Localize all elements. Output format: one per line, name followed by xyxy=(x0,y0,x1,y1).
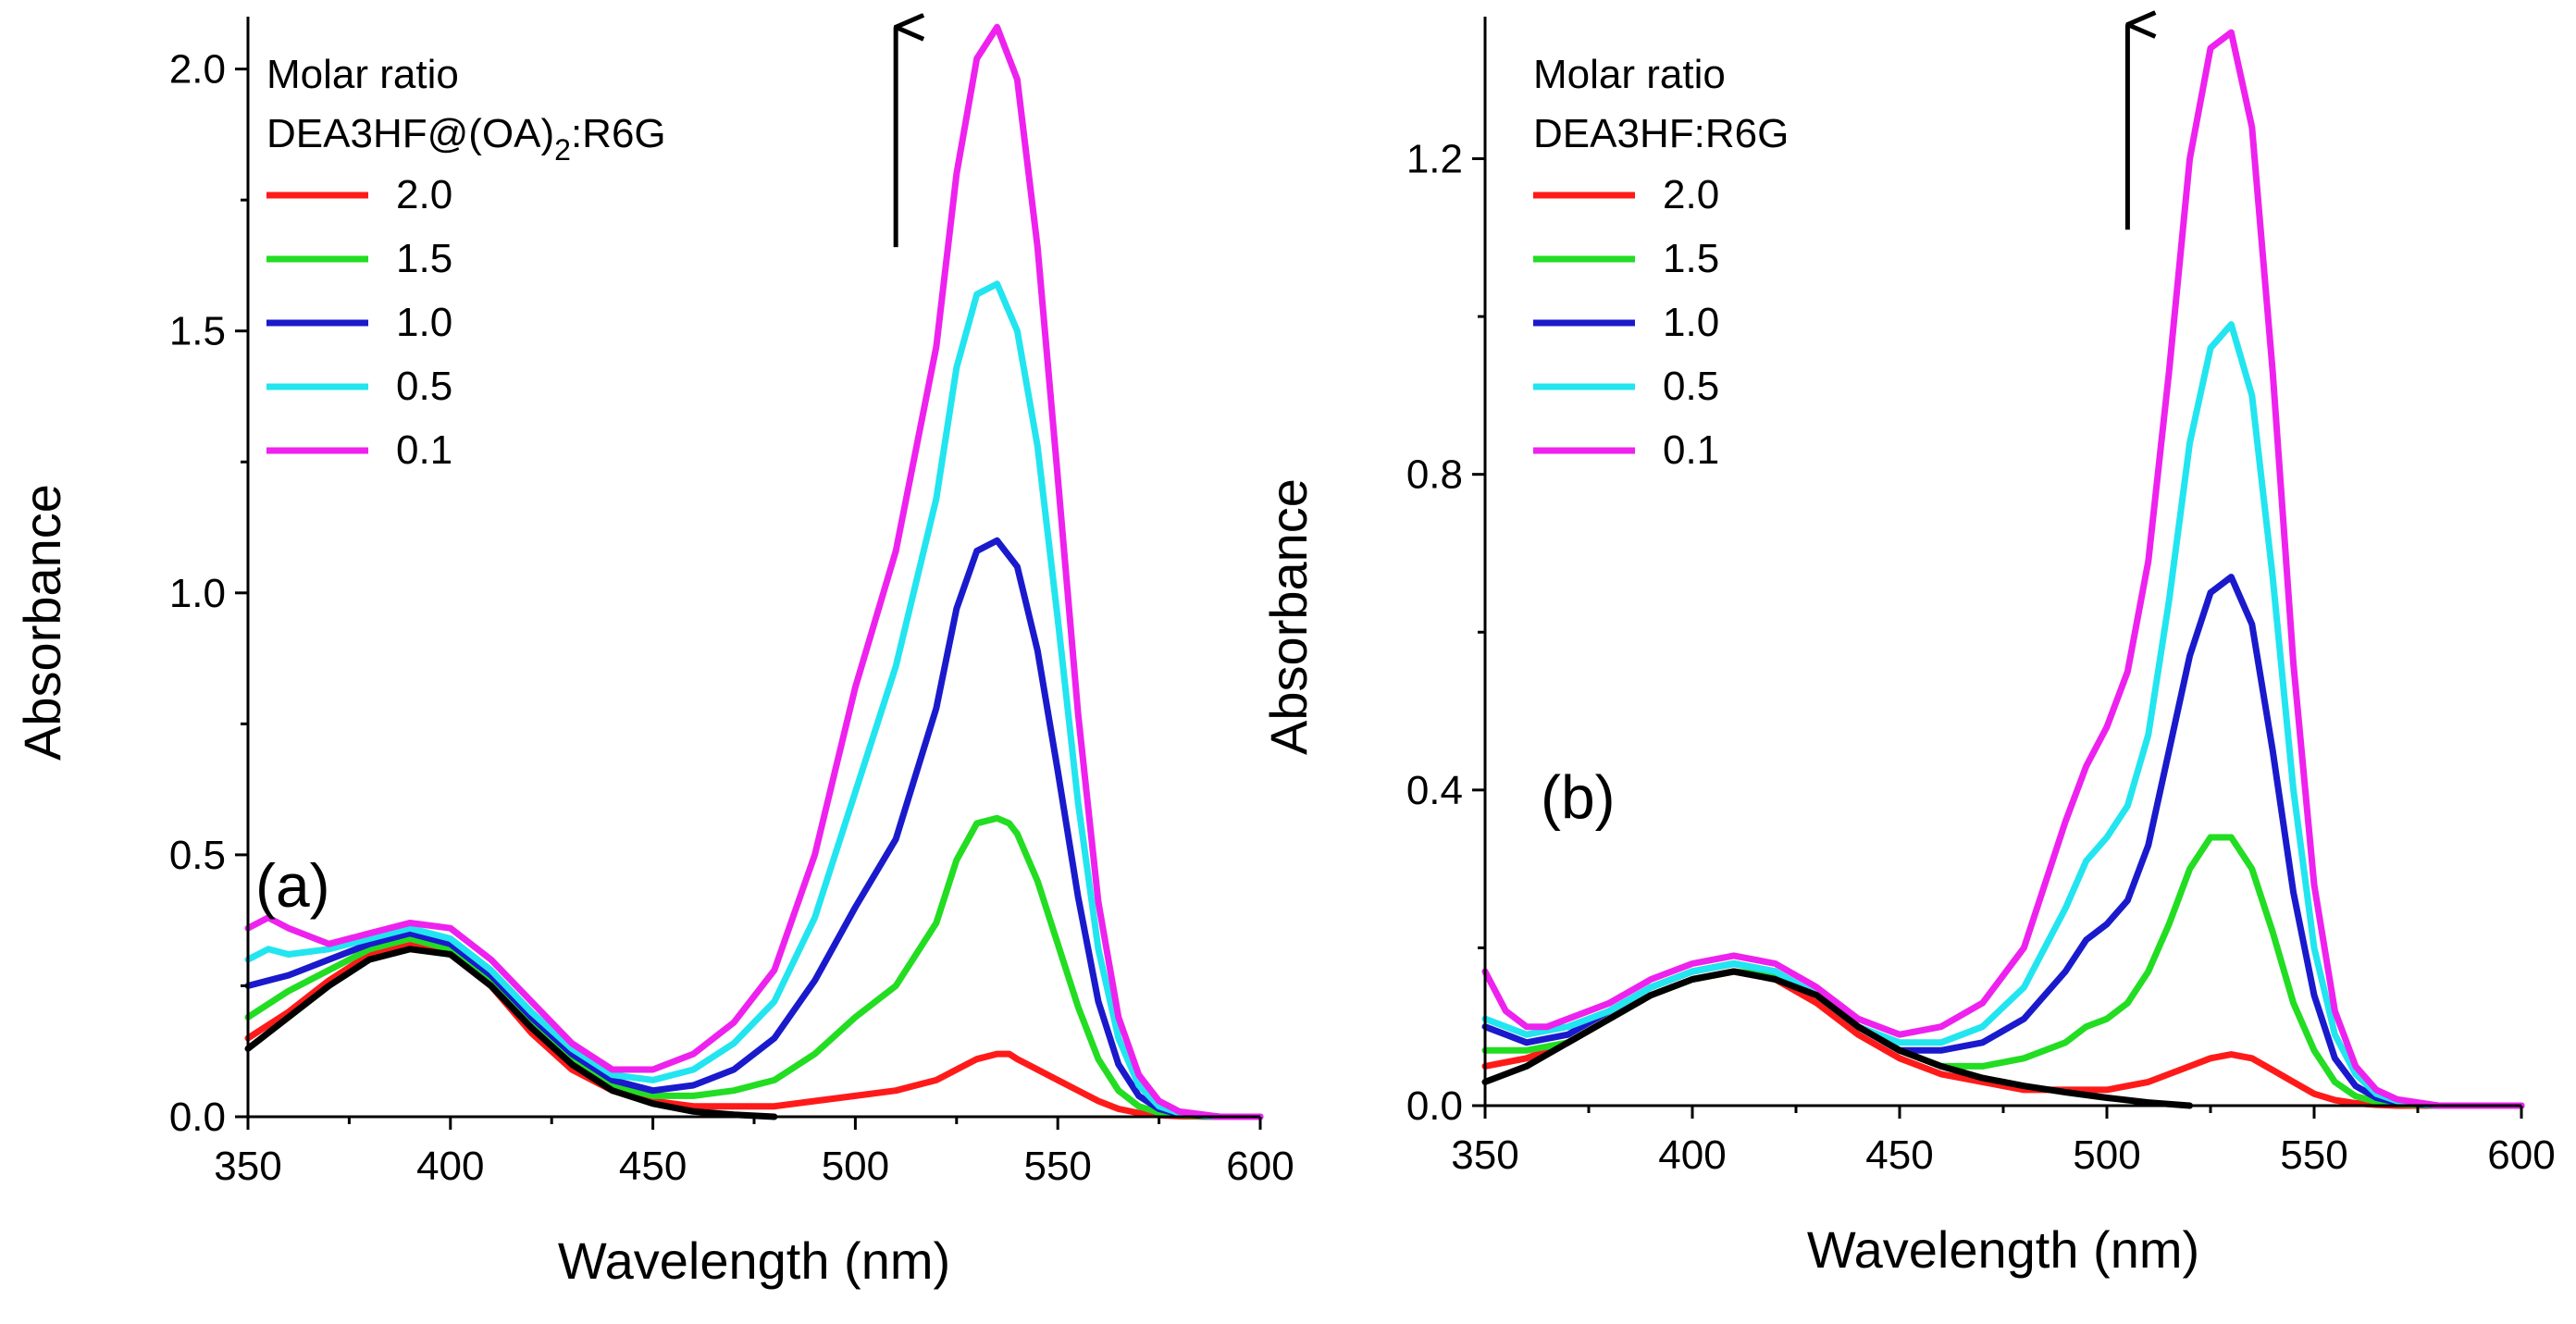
panel-label: (a) xyxy=(255,851,330,920)
legend-subtitle-tail: :R6G xyxy=(571,111,666,156)
legend-title: Molar ratio xyxy=(266,52,459,97)
legend-entry-label: 0.1 xyxy=(396,427,452,473)
x-tick-label: 500 xyxy=(2073,1132,2140,1178)
series-group xyxy=(244,23,1264,1120)
series-line-0.5 xyxy=(244,280,1264,1120)
legend-entry-label: 0.5 xyxy=(1663,364,1719,409)
legend-entry-label: 2.0 xyxy=(1663,172,1719,217)
series-line-0.1 xyxy=(244,23,1264,1120)
x-tick-label: 450 xyxy=(619,1144,687,1189)
legend-subtitle-subscript: 2 xyxy=(554,133,571,167)
series-line-reference xyxy=(244,946,778,1120)
series-line-1.5 xyxy=(244,814,1264,1120)
legend-subtitle-main: DEA3HF@(OA) xyxy=(266,111,554,156)
x-tick-label: 450 xyxy=(1865,1132,1933,1178)
panel-b: 350 400 450 500 550 600 0.0 0.4 0.8 1.2 Wavelength… xyxy=(1259,17,2556,1279)
series-line-1.0 xyxy=(1481,574,2525,1109)
x-tick-label: 550 xyxy=(1023,1144,1091,1189)
x-tick-label: 600 xyxy=(2487,1132,2555,1178)
x-tick-label: 400 xyxy=(1658,1132,1726,1178)
legend-entry-label: 0.5 xyxy=(396,364,452,409)
x-tick-label: 350 xyxy=(214,1144,281,1189)
x-tick-label: 400 xyxy=(416,1144,484,1189)
y-tick-label: 0.8 xyxy=(1406,452,1463,498)
x-tick-label: 550 xyxy=(2280,1132,2347,1178)
legend-subtitle: DEA3HF@(OA)2:R6G xyxy=(266,111,666,167)
y-tick-label: 0.0 xyxy=(169,1095,226,1140)
x-axis-title: Wavelength (nm) xyxy=(1807,1220,2199,1279)
legend: Molar ratio DEA3HF@(OA)2:R6G 2.0 1.5 1.0 0.5 0… xyxy=(266,52,666,473)
series-group xyxy=(1481,29,2525,1109)
legend-title: Molar ratio xyxy=(1533,52,1726,97)
y-axis-title: Absorbance xyxy=(13,484,71,761)
panel-label: (b) xyxy=(1541,762,1616,831)
x-tick-label: 500 xyxy=(822,1144,889,1189)
legend-entry-label: 2.0 xyxy=(396,172,452,217)
series-line-0.5 xyxy=(1481,321,2525,1109)
x-axis-title: Wavelength (nm) xyxy=(558,1231,950,1290)
legend-subtitle: DEA3HF:R6G xyxy=(1533,111,1789,156)
legend-entry-label: 1.0 xyxy=(396,300,452,345)
y-axis-title: Absorbance xyxy=(1259,478,1318,755)
y-tick-label: 1.2 xyxy=(1406,137,1463,182)
x-tick-label: 600 xyxy=(1226,1144,1294,1189)
legend-entry-label: 1.0 xyxy=(1663,300,1719,345)
y-tick-label: 1.5 xyxy=(169,309,226,354)
x-tick-label: 350 xyxy=(1451,1132,1518,1178)
panel-a: 350 400 450 500 550 600 0.0 0.5 1.0 1.5 2.0 Wavelen… xyxy=(13,17,1294,1290)
series-line-1.0 xyxy=(244,537,1264,1120)
legend-subtitle-main: DEA3HF:R6G xyxy=(1533,111,1789,156)
y-tick-label: 1.0 xyxy=(169,571,226,616)
y-tick-label: 0.0 xyxy=(1406,1083,1463,1129)
y-tick-label: 0.5 xyxy=(169,833,226,878)
series-line-0.1 xyxy=(1481,29,2525,1109)
legend-entry-label: 0.1 xyxy=(1663,427,1719,473)
legend-entry-label: 1.5 xyxy=(1663,236,1719,281)
y-tick-label: 0.4 xyxy=(1406,768,1463,813)
legend-entry-label: 1.5 xyxy=(396,236,452,281)
series-line-reference xyxy=(1481,968,2194,1109)
y-tick-label: 2.0 xyxy=(169,47,226,93)
legend: Molar ratio DEA3HF:R6G 2.0 1.5 1.0 0.5 0.1 xyxy=(1533,52,1789,473)
